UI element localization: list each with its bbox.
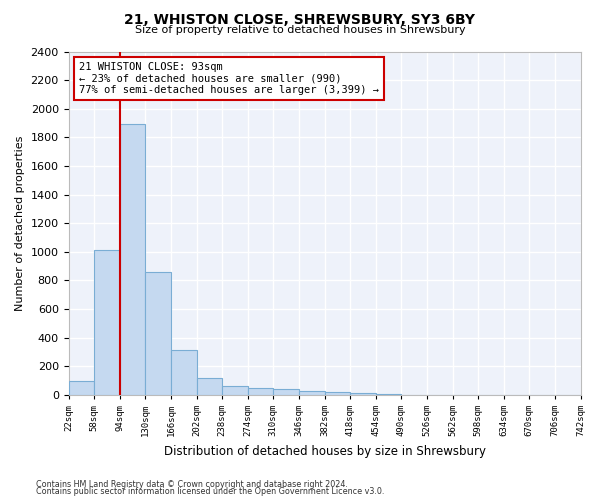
Text: Contains HM Land Registry data © Crown copyright and database right 2024.: Contains HM Land Registry data © Crown c… bbox=[36, 480, 348, 489]
Text: Contains public sector information licensed under the Open Government Licence v3: Contains public sector information licen… bbox=[36, 488, 385, 496]
Bar bbox=[299, 392, 325, 395]
Bar bbox=[171, 350, 197, 395]
Bar bbox=[350, 392, 376, 395]
Y-axis label: Number of detached properties: Number of detached properties bbox=[15, 136, 25, 311]
Bar bbox=[325, 392, 350, 395]
Bar bbox=[145, 272, 171, 395]
X-axis label: Distribution of detached houses by size in Shrewsbury: Distribution of detached houses by size … bbox=[164, 444, 485, 458]
Bar bbox=[94, 250, 120, 395]
Text: Size of property relative to detached houses in Shrewsbury: Size of property relative to detached ho… bbox=[134, 25, 466, 35]
Bar bbox=[68, 382, 94, 395]
Bar bbox=[222, 386, 248, 395]
Bar bbox=[376, 394, 401, 395]
Text: 21, WHISTON CLOSE, SHREWSBURY, SY3 6BY: 21, WHISTON CLOSE, SHREWSBURY, SY3 6BY bbox=[125, 12, 476, 26]
Bar bbox=[248, 388, 274, 395]
Bar bbox=[120, 124, 145, 395]
Bar bbox=[197, 378, 222, 395]
Text: 21 WHISTON CLOSE: 93sqm
← 23% of detached houses are smaller (990)
77% of semi-d: 21 WHISTON CLOSE: 93sqm ← 23% of detache… bbox=[79, 62, 379, 95]
Bar bbox=[274, 389, 299, 395]
